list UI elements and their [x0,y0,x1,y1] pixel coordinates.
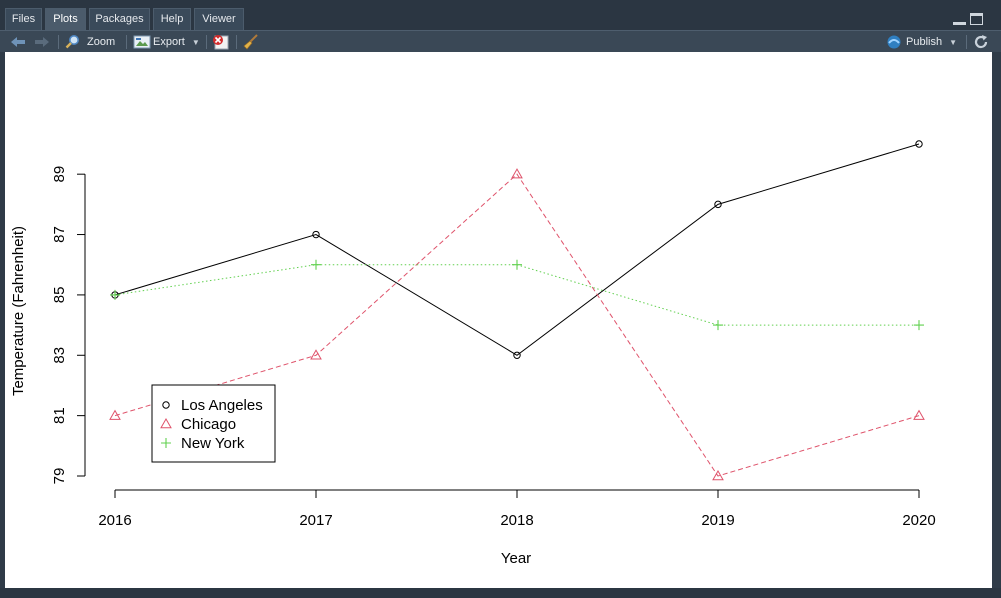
maximize-pane-icon[interactable] [970,13,983,25]
series-points [109,140,925,481]
data-point-los-angeles [312,230,320,239]
y-axis-label: Temperature (Fahrenheit) [10,226,27,396]
chart-axes: 2016 2017 2018 2019 2020 79 81 83 85 87 89 [51,166,936,529]
data-point-new-york [512,259,522,270]
toolbar-separator [206,35,207,49]
chart-legend: Los Angeles Chicago New York [151,384,276,463]
pane-tab-bar: Files Plots Packages Help Viewer [0,0,1001,30]
tab-help[interactable]: Help [153,8,191,30]
publish-label: Publish [906,36,943,48]
y-tick-label: 87 [51,226,68,243]
chevron-down-icon: ▼ [191,38,200,47]
data-point-new-york [713,320,723,331]
series-line-los-angeles [114,143,920,356]
tab-files[interactable]: Files [5,8,42,30]
x-tick-label: 2018 [500,512,533,529]
tab-label: Packages [95,13,144,25]
zoom-label: Zoom [87,36,116,48]
arrow-left-icon[interactable] [10,36,26,48]
legend-marker [160,417,172,429]
export-image-icon [133,35,151,49]
y-tick-label: 83 [51,347,68,364]
data-point-chicago [913,409,925,420]
series-line-new-york [114,264,919,326]
x-tick-label: 2020 [902,512,935,529]
tab-label: Help [160,13,184,25]
x-axis-label: Year [501,550,531,567]
chevron-down-icon: ▼ [949,38,958,47]
tab-viewer[interactable]: Viewer [194,8,244,30]
y-tick-label: 89 [51,166,68,183]
legend-marker [161,438,171,448]
data-point-chicago [511,168,523,179]
refresh-icon[interactable] [973,34,989,50]
export-label: Export [153,36,185,48]
data-point-new-york [110,289,120,300]
data-point-chicago [712,469,724,481]
series-line-chicago [114,173,920,477]
legend-entry: Los Angeles [181,397,263,414]
legend-entry: New York [181,435,245,452]
x-tick-label: 2016 [98,512,131,529]
data-point-los-angeles [714,200,722,209]
legend-entry: Chicago [181,416,236,433]
plot-viewer: 2016 2017 2018 2019 2020 79 81 83 85 87 89 Year Te… [5,52,992,588]
tab-label: Files [11,13,36,25]
tab-plots[interactable]: Plots [45,8,86,30]
broom-icon[interactable] [242,33,260,51]
publish-icon [887,35,901,49]
legend-box [151,384,276,463]
y-tick-label: 85 [51,287,68,304]
data-point-chicago [109,409,121,420]
tab-label: Plots [53,13,78,25]
remove-plot-icon[interactable] [212,34,229,50]
export-button[interactable]: Export ▼ [133,31,200,53]
toolbar-separator [966,35,967,49]
toolbar-separator [58,35,59,49]
data-point-chicago [310,349,322,360]
y-tick-label: 79 [51,468,68,485]
plots-toolbar: Zoom Export ▼ Publish ▼ [0,30,1001,52]
magnifier-icon [65,35,79,49]
data-point-new-york [311,259,321,270]
data-point-los-angeles [915,140,923,148]
minimize-pane-icon[interactable] [953,16,966,25]
publish-button[interactable]: Publish ▼ [886,31,957,53]
data-point-los-angeles [513,351,521,359]
pane-bottom-border [0,588,1001,598]
line-chart: 2016 2017 2018 2019 2020 79 81 83 85 87 89 Year Te… [10,140,936,567]
x-tick-label: 2017 [299,512,332,529]
y-tick-label: 81 [51,407,68,424]
toolbar-separator [126,35,127,49]
legend-marker [162,401,170,409]
data-point-new-york [914,320,924,331]
tab-packages[interactable]: Packages [89,8,150,30]
zoom-button[interactable]: Zoom [65,31,115,53]
toolbar-separator [236,35,237,49]
tab-label: Viewer [202,13,236,25]
x-tick-label: 2019 [701,512,734,529]
arrow-right-icon[interactable] [34,36,50,48]
